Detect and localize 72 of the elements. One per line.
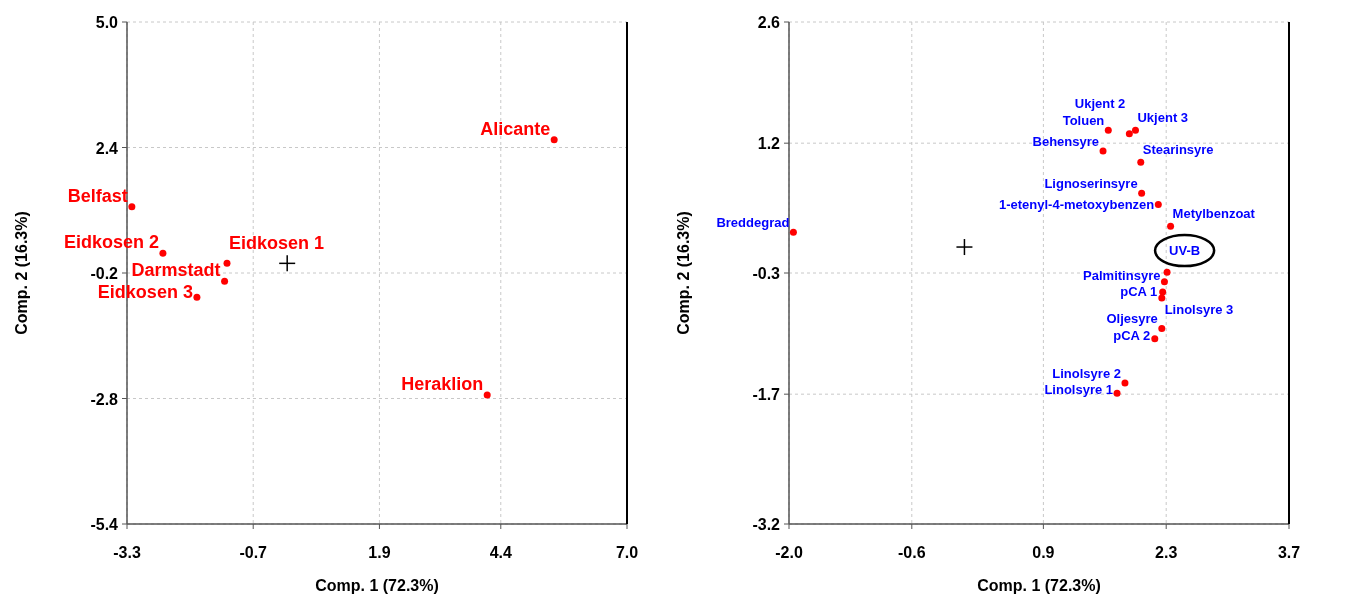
y-tick-label: 2.4: [95, 139, 119, 157]
x-tick-label: -0.6: [898, 544, 926, 561]
annotation: Heraklion: [401, 374, 484, 395]
point: [1113, 389, 1121, 397]
point: [550, 136, 558, 144]
point: [1159, 288, 1167, 296]
point: [1138, 189, 1146, 197]
annotation: Palmitinsyre: [1083, 267, 1161, 283]
point: [221, 277, 229, 285]
annotation: pCA 1: [1120, 284, 1158, 300]
annotation: Linolsyre 3: [1164, 302, 1234, 318]
point: [1154, 201, 1162, 209]
annotation: Eidkosen 1: [229, 233, 325, 254]
annotation: Eidkosen 2: [63, 232, 159, 253]
x-axis-title: Comp. 1 (72.3%): [315, 577, 439, 594]
x-tick-label: 1.9: [368, 544, 391, 561]
y-tick-label: -5.4: [90, 516, 119, 533]
y-axis-title: Comp. 2 (16.3%): [13, 211, 30, 335]
y-tick-label: -0.2: [90, 265, 119, 282]
y-tick-label: 1.2: [757, 135, 781, 153]
annotation: Oljesyre: [1106, 311, 1158, 327]
y-tick-label: -3.2: [752, 516, 781, 533]
point: [1167, 222, 1175, 230]
annotation: Stearinsyre: [1142, 142, 1214, 158]
annotation: Ukjent 2: [1074, 95, 1126, 111]
x-axis-title: Comp. 1 (72.3%): [977, 577, 1101, 594]
annotation: Belfast: [67, 185, 128, 206]
annotation: Lignoserinsyre: [1044, 176, 1138, 192]
x-tick-label: 0.9: [1032, 544, 1055, 561]
annotation: Linolsyre 2: [1052, 365, 1121, 381]
x-tick-label: -3.3: [113, 544, 141, 561]
annotation: Alicante: [480, 118, 551, 139]
x-tick-label: 2.3: [1155, 544, 1178, 561]
point: [1104, 126, 1112, 134]
annotation: Linolsyre 1: [1044, 382, 1114, 398]
point: [1137, 158, 1145, 166]
point: [1160, 278, 1168, 286]
point: [1121, 379, 1129, 387]
y-tick-label: 2.6: [757, 14, 781, 31]
annotation: Darmstadt: [131, 260, 221, 281]
point: [483, 391, 491, 399]
y-axis-title: Comp. 2 (16.3%): [675, 211, 692, 335]
point: [1158, 324, 1166, 332]
annotation: UV-B: [1169, 243, 1201, 259]
point: [159, 249, 167, 257]
annotation: Behensyre: [1032, 133, 1100, 149]
point: [1125, 130, 1133, 138]
annotation: Toluen: [1062, 113, 1105, 129]
y-tick-label: -0.3: [752, 265, 781, 282]
y-tick-label: 5.0: [95, 14, 119, 31]
point: [223, 259, 231, 267]
annotation: Metylbenzoat: [1172, 206, 1256, 222]
point: [193, 293, 201, 301]
annotation: Eidkosen 3: [97, 282, 193, 303]
point: [1163, 268, 1171, 276]
y-tick-label: -2.8: [90, 390, 119, 408]
x-tick-label: -0.7: [239, 544, 268, 561]
point: [1131, 126, 1139, 134]
point: [1158, 294, 1166, 302]
point: [128, 203, 136, 211]
x-tick-label: 7.0: [615, 544, 639, 561]
point: [1151, 335, 1159, 343]
annotation: 1-etenyl-4-metoxybenzen: [998, 196, 1155, 212]
y-tick-label: -1.7: [752, 386, 781, 404]
annotation: pCA 2: [1113, 327, 1151, 343]
point: [789, 228, 797, 236]
annotation: Breddegrad: [716, 215, 790, 231]
annotation: Ukjent 3: [1137, 110, 1189, 126]
x-tick-label: 4.4: [489, 544, 513, 561]
x-tick-label: -2.0: [775, 544, 803, 561]
x-tick-label: 3.7: [1277, 544, 1301, 561]
point: [1099, 147, 1107, 155]
